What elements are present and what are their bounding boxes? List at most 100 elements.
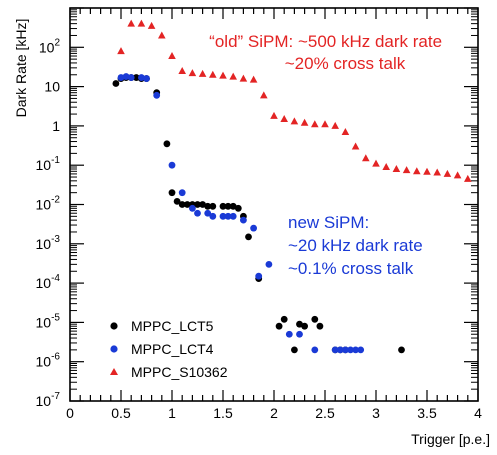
point-mppc-lct4 — [336, 346, 344, 354]
point-mppc-lct4 — [250, 224, 257, 232]
point-mppc-lct5 — [275, 322, 283, 330]
x-tick-label: 3 — [372, 405, 380, 421]
point-mppc-lct5 — [280, 315, 288, 323]
point-mppc-lct5 — [398, 346, 405, 354]
point-mppc-lct4 — [240, 216, 247, 224]
point-mppc-s10362 — [311, 120, 319, 128]
point-mppc-lct5 — [316, 322, 324, 330]
point-mppc-lct4 — [255, 272, 263, 280]
point-mppc-lct4 — [138, 74, 145, 81]
point-mppc-lct5 — [209, 202, 217, 210]
point-mppc-s10362 — [188, 69, 197, 77]
data-points — [112, 19, 472, 354]
point-mppc-lct4 — [209, 212, 217, 220]
point-mppc-lct4 — [122, 73, 130, 80]
point-mppc-lct4 — [204, 209, 212, 217]
point-mppc-lct4 — [143, 75, 150, 82]
point-mppc-lct5 — [229, 202, 237, 210]
point-mppc-lct4 — [224, 212, 232, 220]
point-mppc-lct5 — [199, 201, 207, 208]
point-mppc-lct4 — [117, 74, 125, 81]
old-sipm-line-2: ~20% cross talk — [285, 54, 406, 73]
point-mppc-s10362 — [260, 91, 268, 99]
point-mppc-lct4 — [296, 330, 303, 338]
point-mppc-lct5 — [178, 201, 186, 208]
point-mppc-lct5 — [224, 202, 232, 210]
point-mppc-s10362 — [137, 19, 146, 27]
point-mppc-s10362 — [249, 75, 258, 83]
x-tick-label: 1 — [168, 405, 176, 421]
y-tick-label: 10-1 — [36, 155, 61, 173]
point-mppc-lct5 — [163, 140, 171, 148]
legend-label-mppc-lct4: MPPC_LCT4 — [131, 341, 214, 357]
legend-label-mppc-s10362: MPPC_S10362 — [131, 364, 228, 380]
point-mppc-s10362 — [321, 120, 329, 128]
legend-marker-mppc-s10362 — [110, 368, 118, 375]
point-mppc-s10362 — [382, 162, 390, 170]
new-sipm-line-2: ~20 kHz dark rate — [288, 236, 423, 255]
point-mppc-s10362 — [239, 74, 248, 82]
point-mppc-s10362 — [402, 166, 411, 174]
x-tick-label: 2 — [270, 405, 278, 421]
point-mppc-lct4 — [347, 346, 354, 354]
point-mppc-lct5 — [311, 315, 319, 323]
point-mppc-lct5 — [291, 346, 298, 354]
point-mppc-s10362 — [147, 21, 156, 29]
x-tick-label: 3.5 — [417, 405, 437, 421]
point-mppc-lct4 — [189, 204, 196, 212]
point-mppc-lct4 — [357, 346, 365, 354]
point-mppc-s10362 — [433, 168, 441, 176]
point-mppc-s10362 — [198, 69, 207, 77]
x-axis-label: Trigger [p.e.] — [411, 431, 490, 447]
point-mppc-lct5 — [234, 204, 242, 212]
point-mppc-s10362 — [331, 121, 339, 129]
point-mppc-lct5 — [173, 197, 181, 205]
point-mppc-s10362 — [300, 118, 309, 126]
legend: MPPC_LCT5 MPPC_LCT4 MPPC_S10362 — [110, 318, 228, 380]
new-sipm-line-1: new SiPM: — [288, 213, 369, 232]
point-mppc-s10362 — [219, 71, 227, 79]
y-tick-label: 10-5 — [36, 312, 61, 330]
point-mppc-lct4 — [194, 209, 201, 217]
point-mppc-s10362 — [270, 111, 278, 119]
x-tick-label: 0.5 — [111, 405, 131, 421]
point-mppc-s10362 — [178, 66, 186, 74]
point-mppc-lct4 — [178, 189, 186, 197]
point-mppc-lct5 — [112, 80, 120, 87]
point-mppc-lct4 — [229, 212, 237, 220]
x-tick-label: 0 — [66, 405, 74, 421]
point-mppc-s10362 — [423, 167, 431, 175]
y-tick-label: 10-7 — [36, 391, 61, 409]
point-mppc-lct4 — [352, 346, 359, 354]
legend-marker-mppc-lct4 — [110, 345, 118, 353]
y-tick-label: 10-3 — [36, 234, 61, 252]
legend-label-mppc-lct5: MPPC_LCT5 — [131, 318, 214, 334]
point-mppc-s10362 — [341, 127, 350, 135]
point-mppc-lct4 — [311, 346, 319, 354]
legend-marker-mppc-lct5 — [110, 322, 118, 330]
point-mppc-s10362 — [127, 19, 135, 27]
axis-ticks — [69, 7, 479, 402]
y-axis-label: Dark Rate [kHz] — [13, 19, 29, 118]
point-mppc-s10362 — [351, 142, 360, 150]
point-mppc-lct5 — [168, 189, 176, 197]
y-tick-label: 1 — [52, 118, 60, 134]
point-mppc-s10362 — [280, 114, 288, 122]
point-mppc-lct5 — [204, 202, 212, 210]
point-mppc-s10362 — [209, 70, 217, 78]
point-mppc-lct5 — [194, 201, 201, 208]
y-tick-label: 102 — [39, 37, 61, 55]
point-mppc-lct5 — [245, 233, 252, 241]
new-sipm-annotation: new SiPM: ~20 kHz dark rate ~0.1% cross … — [288, 213, 427, 278]
point-mppc-lct5 — [301, 322, 308, 330]
point-mppc-lct5 — [132, 74, 140, 81]
y-tick-label: 10 — [44, 79, 60, 95]
axis-tick-labels: 0 0.5 1 1.5 2 2.5 3 3.5 4 10-7 10-6 10-5 10-4 10-3 10-… — [36, 37, 483, 421]
point-mppc-s10362 — [290, 117, 299, 125]
plot-frame — [69, 7, 479, 402]
point-mppc-lct4 — [168, 161, 176, 169]
point-mppc-s10362 — [229, 72, 237, 80]
point-mppc-s10362 — [158, 31, 166, 39]
